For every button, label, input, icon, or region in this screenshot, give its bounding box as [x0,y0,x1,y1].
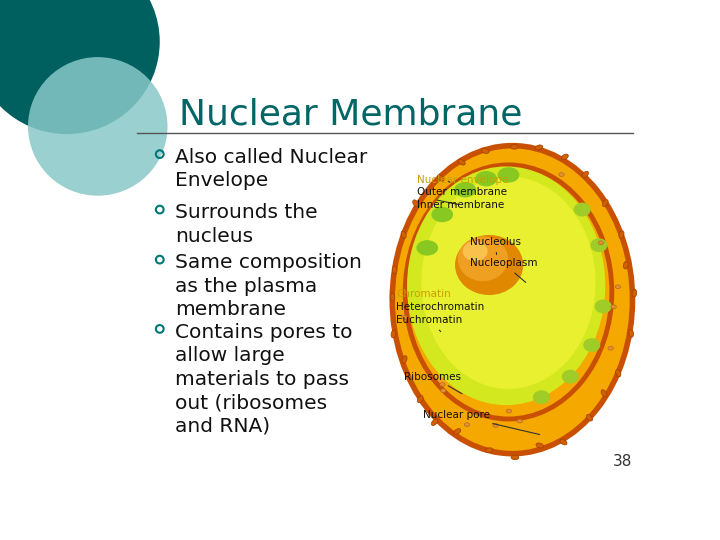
Ellipse shape [440,382,445,387]
Ellipse shape [454,429,461,434]
Ellipse shape [562,154,568,160]
Ellipse shape [615,285,621,289]
Text: Nucleoplasm: Nucleoplasm [469,259,537,282]
Ellipse shape [402,315,407,319]
Ellipse shape [586,415,593,421]
Ellipse shape [598,241,603,245]
Text: Nuclear envelope: Nuclear envelope [417,175,508,185]
Ellipse shape [603,200,608,207]
Ellipse shape [485,448,493,453]
Text: Nuclear pore: Nuclear pore [423,410,540,435]
Ellipse shape [416,240,438,255]
Ellipse shape [506,409,512,413]
Ellipse shape [438,175,444,181]
Ellipse shape [535,145,543,150]
Ellipse shape [533,390,550,404]
Ellipse shape [482,148,489,153]
Text: Nucleolus: Nucleolus [469,237,521,254]
Ellipse shape [402,356,407,363]
Ellipse shape [464,423,469,427]
Ellipse shape [431,207,453,222]
Ellipse shape [629,329,634,338]
Ellipse shape [624,261,628,269]
Ellipse shape [391,330,396,338]
Text: Outer membrane: Outer membrane [417,181,507,197]
Circle shape [0,0,160,134]
Ellipse shape [441,389,446,393]
Ellipse shape [562,370,579,383]
Ellipse shape [421,177,595,389]
Ellipse shape [413,200,418,207]
Ellipse shape [582,171,588,178]
Text: Euchromatin: Euchromatin [396,315,462,332]
Text: Ribosomes: Ribosomes [404,372,462,394]
Ellipse shape [458,159,465,165]
Circle shape [28,57,168,195]
Ellipse shape [463,241,487,261]
Ellipse shape [595,300,612,313]
Ellipse shape [619,231,624,238]
Ellipse shape [454,182,476,198]
Ellipse shape [611,305,616,309]
Text: Inner membrane: Inner membrane [417,200,504,210]
Ellipse shape [517,419,523,423]
Ellipse shape [590,238,608,252]
Text: Heterochromatin: Heterochromatin [396,302,485,318]
Ellipse shape [560,440,567,445]
Text: Chromatin: Chromatin [396,289,451,299]
Ellipse shape [536,443,544,448]
Text: Surrounds the
nucleus: Surrounds the nucleus [175,204,318,246]
Ellipse shape [455,235,523,295]
Text: Contains pores to
allow large
materials to pass
out (ribosomes
and RNA): Contains pores to allow large materials … [175,323,353,436]
Ellipse shape [431,419,438,426]
Ellipse shape [493,423,498,427]
Ellipse shape [418,396,423,403]
Text: Also called Nuclear
Envelope: Also called Nuclear Envelope [175,148,367,191]
Text: Same composition
as the plasma
membrane: Same composition as the plasma membrane [175,253,362,320]
Ellipse shape [559,173,564,177]
Ellipse shape [601,390,607,397]
Ellipse shape [616,369,621,377]
Ellipse shape [390,293,395,301]
Ellipse shape [392,266,397,274]
Ellipse shape [574,202,590,217]
Ellipse shape [401,231,406,238]
Text: Nuclear Membrane: Nuclear Membrane [179,97,523,131]
Text: 38: 38 [613,454,632,469]
Ellipse shape [498,167,519,183]
Ellipse shape [511,455,519,460]
Ellipse shape [407,166,606,405]
Ellipse shape [458,237,508,281]
Ellipse shape [583,338,600,352]
Ellipse shape [608,346,613,350]
Ellipse shape [392,146,632,454]
Ellipse shape [475,171,497,186]
Ellipse shape [510,145,518,149]
Ellipse shape [632,289,636,297]
